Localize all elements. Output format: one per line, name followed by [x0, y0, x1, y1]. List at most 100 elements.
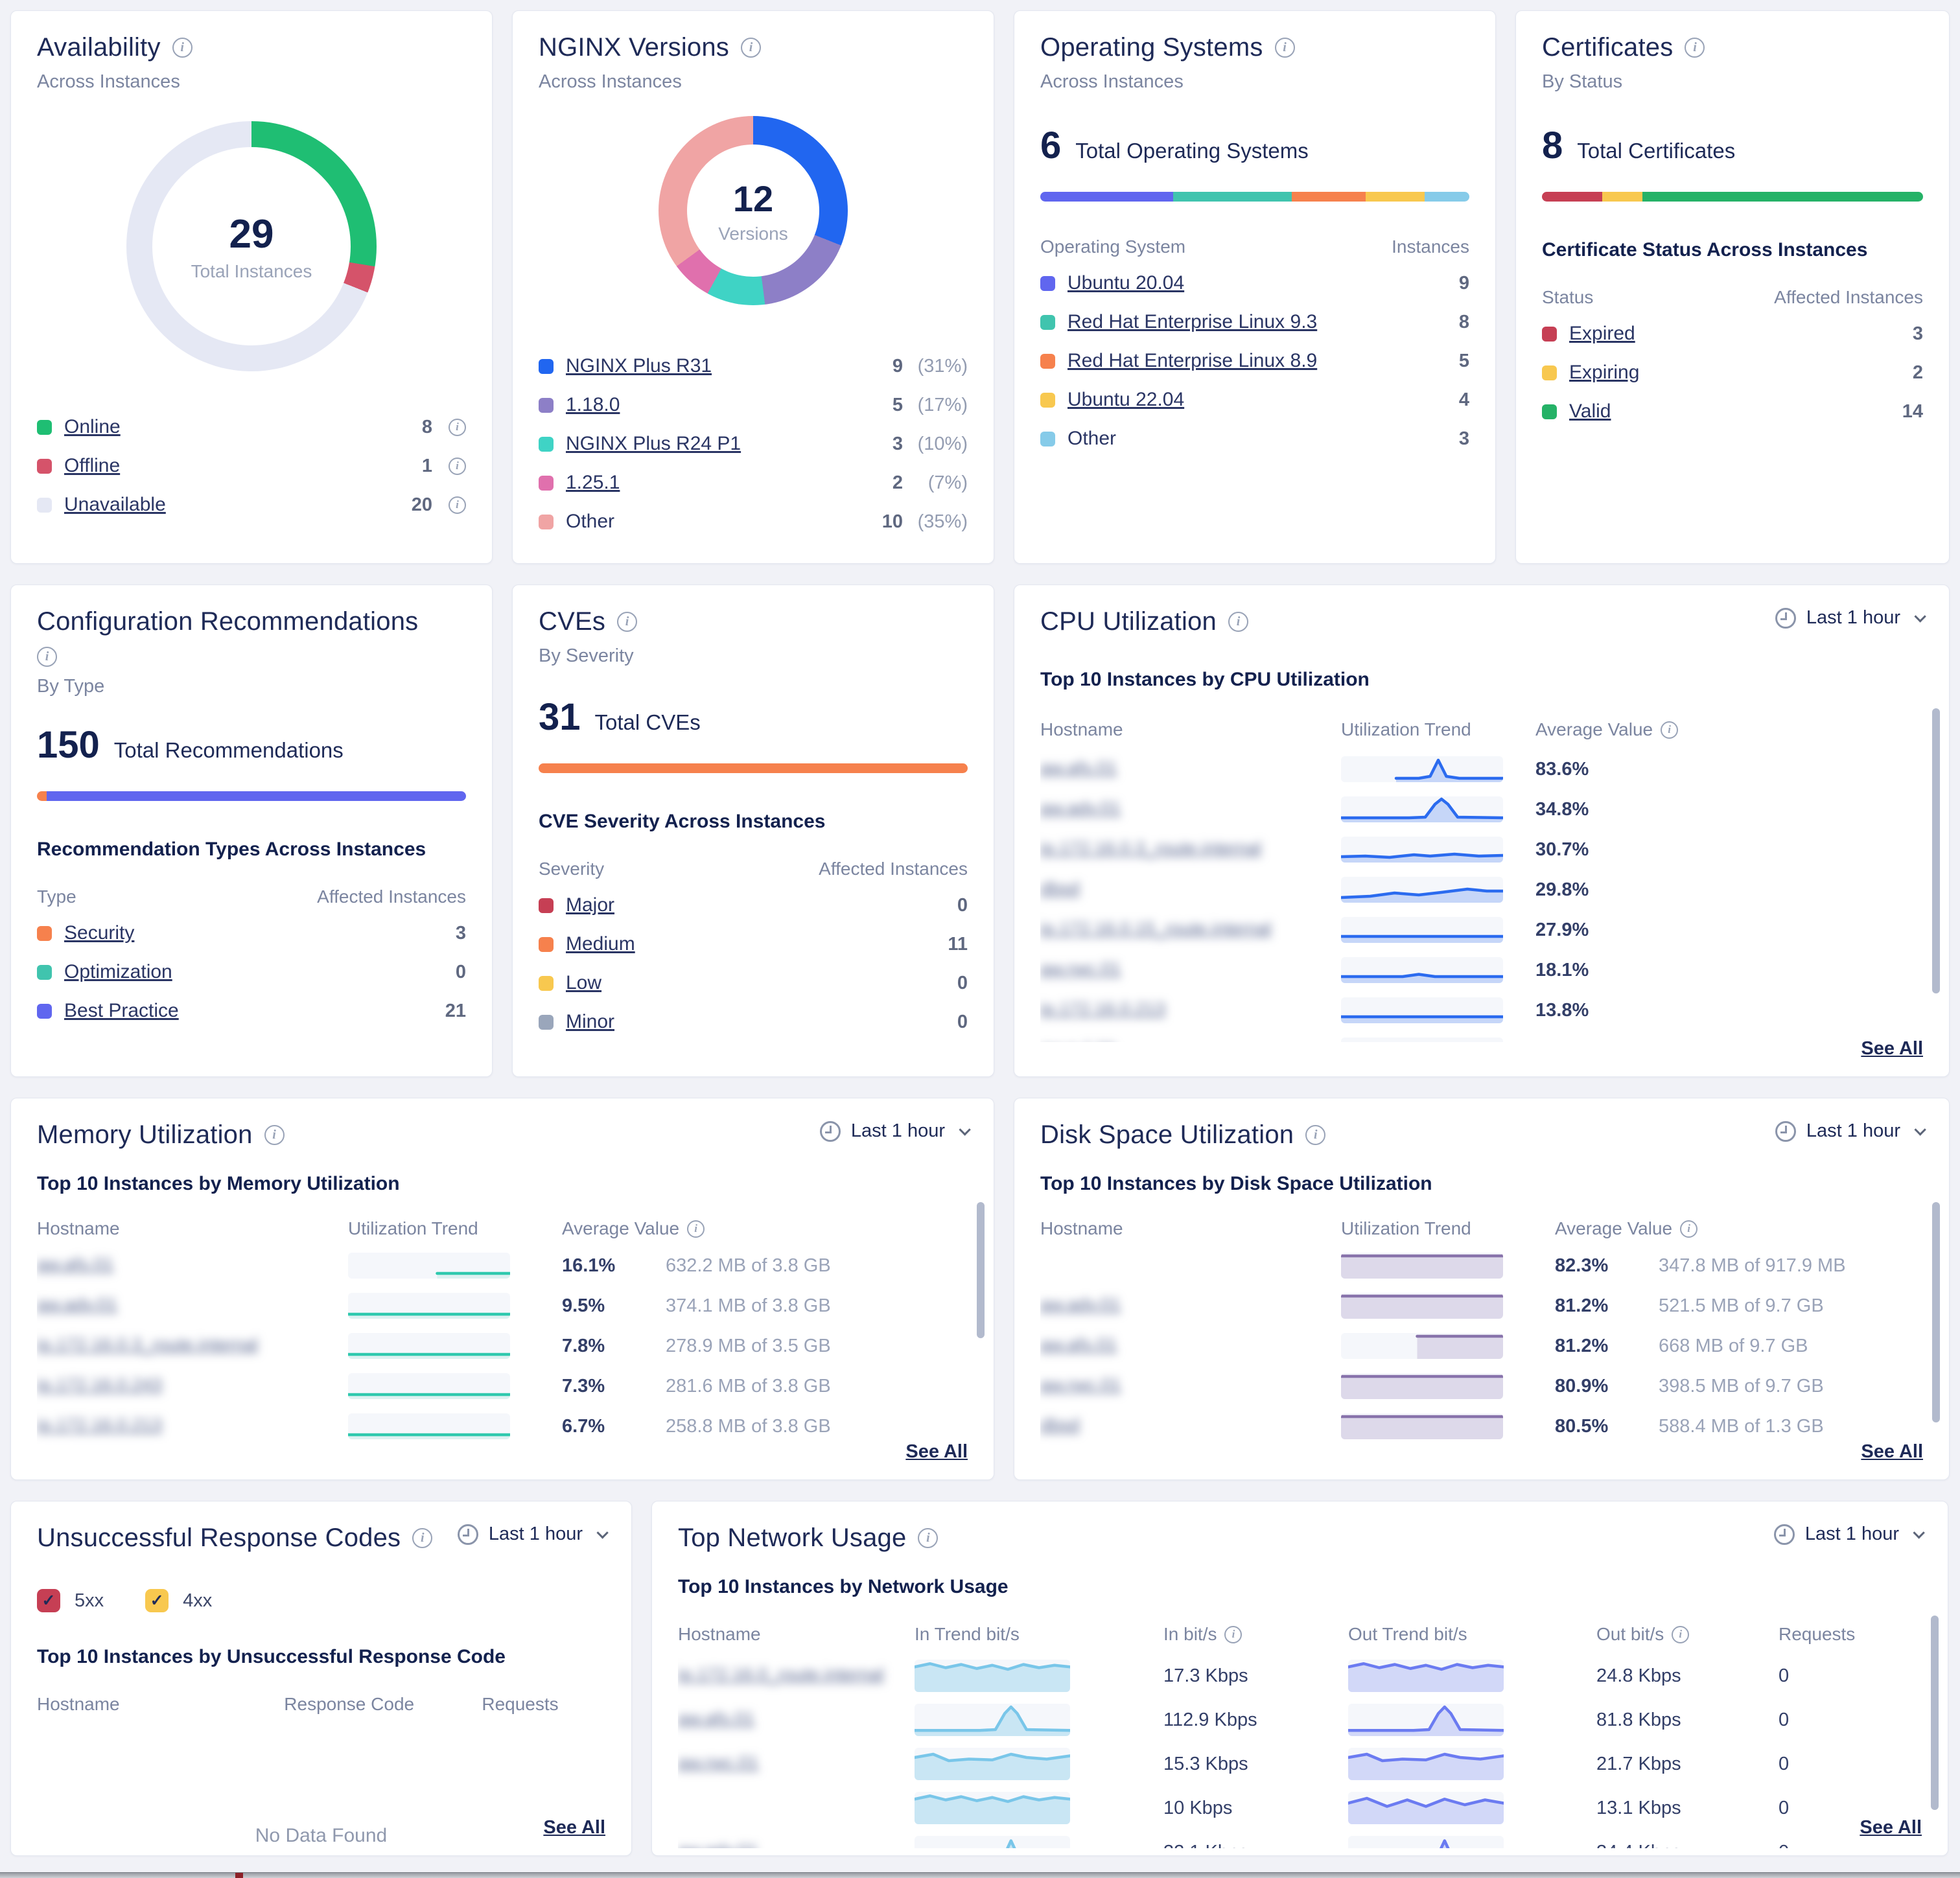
- table-row: aw.afs.01 81.2% 668 MB of 9.7 GB: [1040, 1326, 1923, 1366]
- hostname-link[interactable]: dbsd: [1040, 877, 1080, 898]
- legend-label[interactable]: Ubuntu 20.04: [1068, 272, 1185, 294]
- network-see-all-link[interactable]: See All: [1860, 1817, 1922, 1838]
- info-icon[interactable]: [1224, 1625, 1242, 1643]
- card-title: CPU Utilization: [1040, 607, 1217, 636]
- info-icon[interactable]: [412, 1528, 433, 1548]
- info-icon[interactable]: [1305, 1125, 1326, 1145]
- hostname-link[interactable]: aw.rwc.01: [1040, 958, 1121, 979]
- hostname-link[interactable]: aw.adv.01: [37, 1293, 118, 1314]
- info-icon[interactable]: [1228, 612, 1248, 632]
- cpu-table: aw.afs.01 83.6% aw.adv.01 34.8% ip.172.16.…: [1040, 749, 1923, 1042]
- info-icon[interactable]: [1672, 1625, 1690, 1643]
- table-row: ip.172.16.0.15_route.internal 27.9%: [1040, 910, 1923, 950]
- legend-label[interactable]: Major: [566, 894, 615, 916]
- hostname-link[interactable]: ip.172.16.0.213: [37, 1414, 163, 1435]
- hostname-link[interactable]: ip.172.16.0.15_route.internal: [1040, 918, 1272, 938]
- cpu-scrollbar[interactable]: [1932, 708, 1940, 993]
- response-codes-see-all-link[interactable]: See All: [543, 1817, 605, 1838]
- legend-label[interactable]: Ubuntu 22.04: [1068, 389, 1185, 410]
- legend-label[interactable]: 1.18.0: [566, 394, 620, 415]
- sparkline-trend: [1341, 917, 1503, 943]
- legend-label[interactable]: Red Hat Enterprise Linux 9.3: [1068, 311, 1318, 332]
- legend-label[interactable]: NGINX Plus R24 P1: [566, 433, 741, 454]
- info-icon[interactable]: [449, 457, 466, 475]
- cpu-see-all-link[interactable]: See All: [1861, 1038, 1923, 1059]
- legend-label[interactable]: Low: [566, 972, 602, 993]
- legend-row: 1.25.1 2 (7%): [539, 463, 968, 502]
- legend-row: NGINX Plus R31 9 (31%): [539, 347, 968, 386]
- info-icon[interactable]: [741, 38, 762, 58]
- legend-label[interactable]: Expired: [1569, 323, 1635, 344]
- sparkline-trend: [1348, 1836, 1504, 1848]
- hostname-link[interactable]: aw.adv.01: [678, 1840, 758, 1849]
- hostname-link[interactable]: ip.172.16.0.243: [37, 1374, 163, 1395]
- legend-count: 0: [957, 972, 968, 993]
- hostname-link[interactable]: aw.afs.01: [678, 1708, 755, 1728]
- network-scrollbar[interactable]: [1931, 1616, 1939, 1810]
- legend-label[interactable]: Offline: [64, 455, 121, 476]
- hostname-link[interactable]: aw.afs.01: [37, 1253, 114, 1274]
- memory-timerange-dropdown[interactable]: Last 1 hour: [819, 1120, 971, 1142]
- memory-see-all-link[interactable]: See All: [905, 1441, 968, 1462]
- memory-scrollbar[interactable]: [977, 1202, 985, 1338]
- hostname-link[interactable]: aw.afs.01: [1040, 1334, 1117, 1354]
- info-icon[interactable]: [37, 647, 57, 667]
- legend-label[interactable]: Expiring: [1569, 362, 1640, 383]
- info-icon[interactable]: [1685, 38, 1705, 58]
- info-icon[interactable]: [687, 1220, 705, 1238]
- info-icon[interactable]: [449, 496, 466, 514]
- hostname-link[interactable]: dbsd: [1040, 1414, 1080, 1435]
- info-icon[interactable]: [449, 418, 466, 436]
- hostname-link[interactable]: aw.rwc.01: [1040, 1374, 1121, 1395]
- response-codes-timerange-dropdown[interactable]: Last 1 hour: [457, 1524, 609, 1545]
- legend-label[interactable]: Optimization: [64, 961, 172, 982]
- hostname-link[interactable]: aw.afs.01: [1040, 757, 1117, 778]
- hostname-link[interactable]: aw.adv.01: [1040, 797, 1121, 818]
- in-bits-value: 10 Kbps: [1163, 1797, 1233, 1818]
- legend-label[interactable]: 1.25.1: [566, 472, 620, 493]
- info-icon[interactable]: [1661, 721, 1679, 739]
- hostname-link[interactable]: ip.172.16.0.213: [1040, 998, 1166, 1019]
- hostname-link[interactable]: aw.adv.01: [1040, 1293, 1121, 1314]
- legend-label[interactable]: Best Practice: [64, 1000, 179, 1021]
- info-icon[interactable]: [172, 38, 192, 58]
- hostname-link[interactable]: ip.172.16.0.3_route.internal: [1040, 837, 1261, 858]
- legend-label[interactable]: Red Hat Enterprise Linux 8.9: [1068, 350, 1318, 371]
- clock-icon: [1775, 1120, 1796, 1142]
- legend-row: Offline 1: [37, 446, 466, 485]
- legend-label[interactable]: Medium: [566, 933, 635, 955]
- hostname-link[interactable]: aw.e.1.bk: [1040, 1039, 1117, 1043]
- card-title: Unsuccessful Response Codes: [37, 1524, 401, 1552]
- disk-timerange-dropdown[interactable]: Last 1 hour: [1775, 1120, 1926, 1142]
- legend-label[interactable]: Minor: [566, 1011, 615, 1032]
- info-icon[interactable]: [918, 1528, 939, 1548]
- avg-value-percent: 83.6%: [1535, 758, 1589, 780]
- nginx-versions-donut-chart: 12 Versions: [659, 116, 848, 305]
- cpu-timerange-dropdown[interactable]: Last 1 hour: [1775, 607, 1926, 629]
- card-subtitle: Across Instances: [37, 71, 180, 92]
- network-timerange-dropdown[interactable]: Last 1 hour: [1773, 1524, 1925, 1545]
- info-icon[interactable]: [617, 612, 638, 632]
- disk-see-all-link[interactable]: See All: [1861, 1441, 1923, 1462]
- filter-checkbox-4xx[interactable]: ✓ 4xx: [145, 1589, 212, 1612]
- requests-value: 0: [1779, 1753, 1790, 1774]
- cves-card: CVEs By Severity 31 Total CVEs CVE Sever…: [512, 585, 994, 1077]
- info-icon[interactable]: [264, 1125, 285, 1145]
- legend-label[interactable]: NGINX Plus R31: [566, 355, 712, 377]
- disk-scrollbar[interactable]: [1932, 1202, 1940, 1422]
- legend-label[interactable]: Online: [64, 416, 121, 437]
- filter-checkbox-5xx[interactable]: ✓ 5xx: [37, 1589, 104, 1612]
- hostname-link[interactable]: ip.172.16.0.3_route.internal: [37, 1334, 258, 1354]
- checkbox-icon: ✓: [145, 1589, 169, 1612]
- table-row: ip.172.16.0.213 6.7% 258.8 MB of 3.8 GB: [37, 1406, 968, 1446]
- avg-value-size: 347.8 MB of 917.9 MB: [1659, 1255, 1846, 1276]
- legend-label[interactable]: Valid: [1569, 400, 1611, 422]
- info-icon[interactable]: [1680, 1220, 1698, 1238]
- hostname-link[interactable]: ip.172.16.0_route.internal: [678, 1664, 884, 1684]
- info-icon[interactable]: [1274, 38, 1295, 58]
- legend-label[interactable]: Security: [64, 922, 135, 944]
- hostname-link[interactable]: aw.rwc.01: [678, 1752, 759, 1772]
- legend-row: Low 0: [539, 964, 968, 1003]
- legend-swatch: [1542, 404, 1557, 419]
- legend-label[interactable]: Unavailable: [64, 494, 166, 515]
